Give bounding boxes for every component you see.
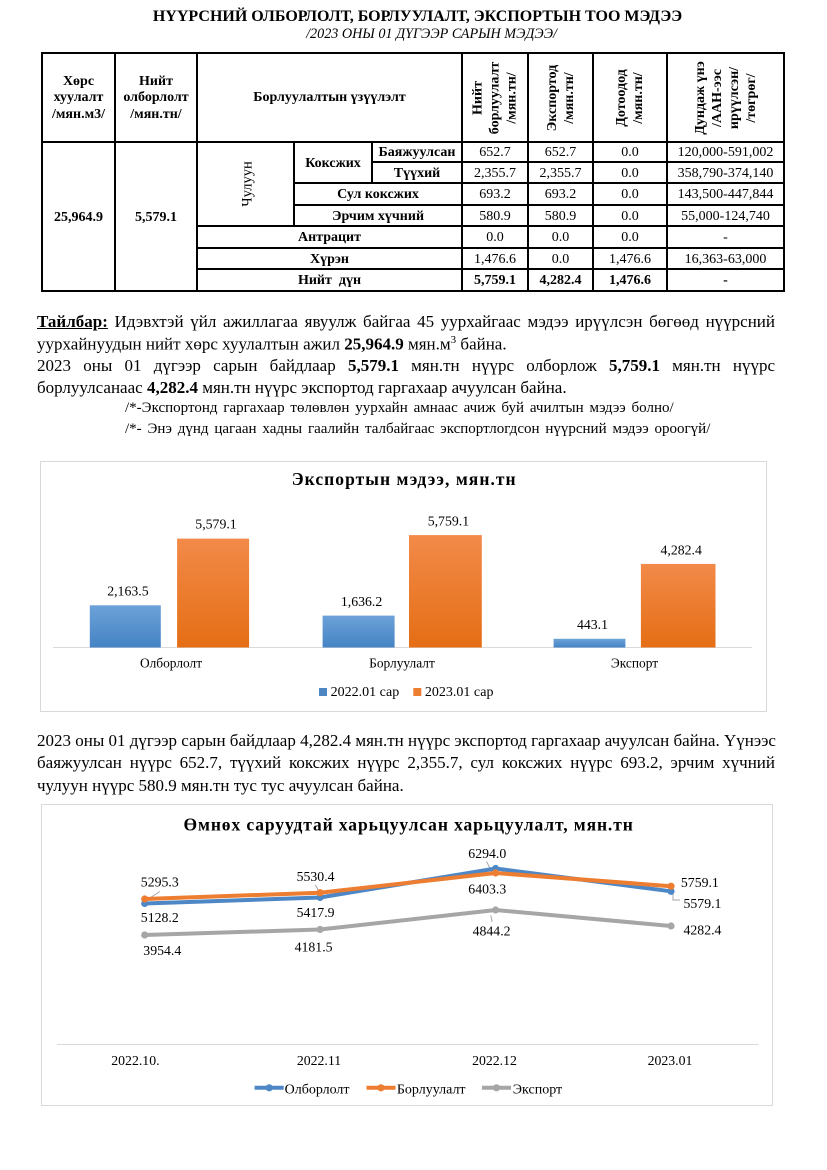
svg-text:4844.2: 4844.2 [473, 924, 511, 939]
svg-text:5,759.1: 5,759.1 [428, 514, 469, 529]
svg-text:5128.2: 5128.2 [141, 910, 179, 925]
svg-text:5530.4: 5530.4 [297, 869, 335, 884]
svg-text:Экспорт: Экспорт [513, 1082, 562, 1097]
svg-text:5,579.1: 5,579.1 [195, 517, 236, 532]
svg-text:443.1: 443.1 [577, 617, 608, 632]
svg-text:Өмнөх саруудтай харьцуулсан ха: Өмнөх саруудтай харьцуулсан харьцуулалт,… [183, 815, 633, 835]
svg-text:4181.5: 4181.5 [295, 940, 333, 955]
svg-text:Олборлолт: Олборлолт [285, 1082, 350, 1097]
svg-text:Олборлолт: Олборлолт [140, 655, 202, 670]
svg-text:6403.3: 6403.3 [468, 882, 506, 897]
svg-text:2022.11: 2022.11 [297, 1053, 341, 1068]
svg-text:4282.4: 4282.4 [684, 923, 722, 938]
svg-text:2022.10.: 2022.10. [111, 1053, 159, 1068]
svg-text:Экспорт: Экспорт [611, 655, 658, 670]
svg-text:Борлуулалт: Борлуулалт [397, 1082, 466, 1097]
svg-text:5759.1: 5759.1 [681, 875, 719, 890]
svg-text:Экспортын мэдээ, мян.тн: Экспортын мэдээ, мян.тн [292, 469, 517, 489]
svg-text:5417.9: 5417.9 [297, 905, 335, 920]
svg-text:5295.3: 5295.3 [141, 875, 179, 890]
svg-text:Борлуулалт: Борлуулалт [369, 655, 435, 670]
svg-text:4,282.4: 4,282.4 [661, 542, 702, 557]
svg-text:5579.1: 5579.1 [684, 896, 722, 911]
svg-text:2022.12: 2022.12 [472, 1053, 517, 1068]
svg-text:1,636.2: 1,636.2 [341, 594, 382, 609]
svg-text:2023.01 сар: 2023.01 сар [425, 685, 494, 700]
svg-text:2022.01 сар: 2022.01 сар [331, 685, 400, 700]
svg-text:3954.4: 3954.4 [143, 943, 181, 958]
svg-text:2023.01: 2023.01 [648, 1053, 693, 1068]
svg-text:6294.0: 6294.0 [468, 846, 506, 861]
svg-text:2,163.5: 2,163.5 [107, 584, 148, 599]
